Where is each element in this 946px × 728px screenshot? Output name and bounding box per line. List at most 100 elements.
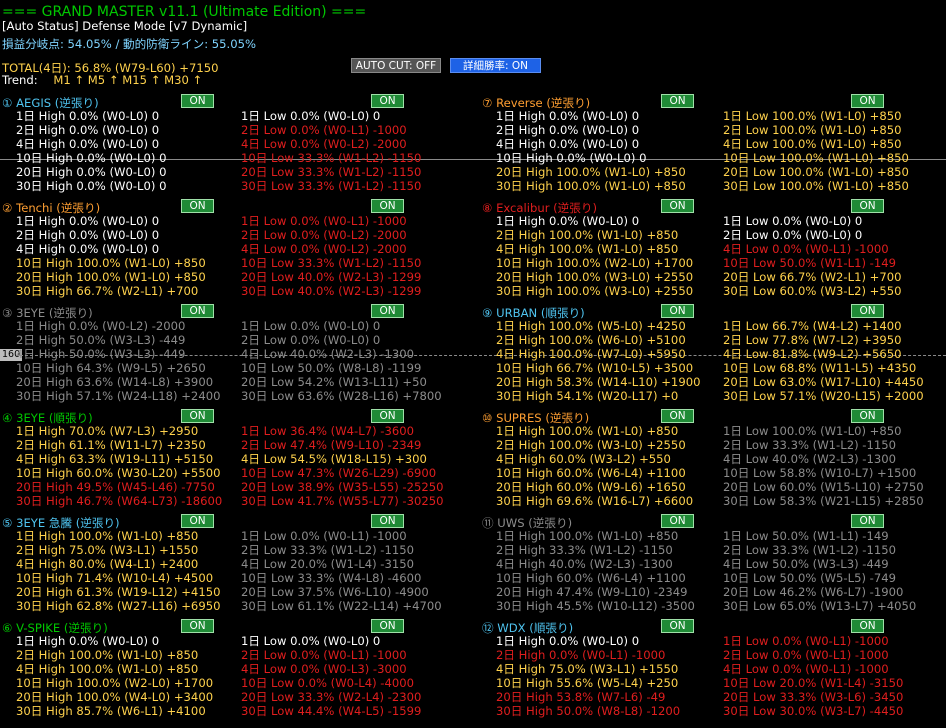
high-stat-row: 30日 High 54.1% (W20-L17) +0: [496, 389, 679, 403]
low-stat-row: 20日 Low 40.0% (W2-L3) -1299: [241, 270, 422, 284]
high-stat-row: 1日 High 0.0% (W0-L0) 0: [496, 214, 640, 228]
low-stat-row: 2日 Low 100.0% (W1-L0) +850: [723, 123, 902, 137]
low-stat-row: 1日 Low 100.0% (W1-L0) +850: [723, 424, 902, 438]
high-stat-row: 1日 High 0.0% (W0-L0) 0: [16, 214, 160, 228]
high-stat-row: 2日 High 0.0% (W0-L0) 0: [16, 123, 160, 137]
trend-row: Trend: M1 ↑ M5 ↑ M15 ↑ M30 ↑: [2, 73, 202, 87]
high-stat-row: 10日 High 60.0% (W30-L20) +5500: [16, 466, 221, 480]
high-stat-row: 4日 High 63.3% (W19-L11) +5150: [16, 452, 214, 466]
low-stat-row: 10日 Low 47.3% (W26-L29) -6900: [241, 466, 437, 480]
low-stat-row: 20日 Low 100.0% (W1-L0) +850: [723, 165, 909, 179]
low-stat-row: 2日 Low 33.3% (W1-L2) -1150: [241, 543, 414, 557]
high-stat-row: 30日 High 85.7% (W6-L1) +4100: [16, 704, 206, 718]
low-on-toggle[interactable]: ON: [851, 619, 884, 633]
low-stat-row: 4日 Low 54.5% (W18-L15) +300: [241, 452, 427, 466]
low-stat-row: 4日 Low 20.0% (W1-L4) -3150: [241, 557, 414, 571]
strategy-title: ⑥ V-SPIKE (逆張り): [2, 621, 108, 635]
high-stat-row: 30日 High 50.0% (W8-L8) -1200: [496, 704, 681, 718]
low-on-toggle[interactable]: ON: [851, 199, 884, 213]
high-stat-row: 10日 High 100.0% (W2-L0) +1700: [496, 256, 694, 270]
high-on-toggle[interactable]: ON: [181, 94, 214, 108]
low-on-toggle[interactable]: ON: [371, 199, 404, 213]
high-stat-row: 30日 High 0.0% (W0-L0) 0: [16, 179, 167, 193]
high-on-toggle[interactable]: ON: [661, 94, 694, 108]
detail-rate-button[interactable]: 詳細勝率: ON: [450, 58, 541, 73]
high-stat-row: 30日 High 66.7% (W2-L1) +700: [16, 284, 199, 298]
low-stat-row: 10日 Low 33.3% (W4-L8) -4600: [241, 571, 422, 585]
high-stat-row: 10日 High 0.0% (W0-L0) 0: [16, 151, 167, 165]
app-title: === GRAND MASTER v11.1 (Ultimate Edition…: [2, 4, 367, 20]
high-stat-row: 30日 High 69.6% (W16-L7) +6600: [496, 494, 694, 508]
high-stat-row: 4日 High 60.0% (W3-L2) +550: [496, 452, 671, 466]
total-summary: TOTAL(4日): 56.8% (W79-L60) +7150: [2, 61, 219, 75]
low-stat-row: 30日 Low 30.0% (W3-L7) -4450: [723, 704, 904, 718]
low-stat-row: 30日 Low 44.4% (W4-L5) -1599: [241, 704, 422, 718]
high-stat-row: 10日 High 0.0% (W0-L0) 0: [496, 151, 647, 165]
strategy-title: ⑧ Excalibur (逆張り): [482, 201, 597, 215]
high-stat-row: 20日 High 60.0% (W9-L6) +1650: [496, 480, 686, 494]
high-on-toggle[interactable]: ON: [181, 514, 214, 528]
high-on-toggle[interactable]: ON: [661, 409, 694, 423]
high-on-toggle[interactable]: ON: [181, 409, 214, 423]
high-on-toggle[interactable]: ON: [661, 514, 694, 528]
high-stat-row: 2日 High 100.0% (W1-L0) +850: [16, 648, 199, 662]
low-stat-row: 2日 Low 0.0% (W0-L1) -1000: [241, 648, 407, 662]
high-stat-row: 20日 High 0.0% (W0-L0) 0: [16, 165, 167, 179]
low-stat-row: 30日 Low 100.0% (W1-L0) +850: [723, 179, 909, 193]
high-stat-row: 4日 High 40.0% (W2-L3) -1300: [496, 557, 673, 571]
high-stat-row: 2日 High 0.0% (W0-L0) 0: [496, 123, 640, 137]
high-on-toggle[interactable]: ON: [661, 199, 694, 213]
high-stat-row: 1日 High 0.0% (W0-L0) 0: [496, 634, 640, 648]
high-stat-row: 2日 High 50.0% (W3-L3) -449: [16, 333, 186, 347]
high-stat-row: 1日 High 100.0% (W5-L0) +4250: [496, 319, 686, 333]
low-on-toggle[interactable]: ON: [371, 304, 404, 318]
low-on-toggle[interactable]: ON: [371, 94, 404, 108]
high-on-toggle[interactable]: ON: [181, 199, 214, 213]
high-on-toggle[interactable]: ON: [661, 619, 694, 633]
high-on-toggle[interactable]: ON: [181, 619, 214, 633]
auto-cut-button[interactable]: AUTO CUT: OFF: [351, 58, 441, 73]
low-stat-row: 1日 Low 66.7% (W4-L2) +1400: [723, 319, 902, 333]
low-stat-row: 10日 Low 33.3% (W1-L2) -1150: [241, 256, 422, 270]
high-stat-row: 20日 High 47.4% (W9-L10) -2349: [496, 585, 688, 599]
high-on-toggle[interactable]: ON: [181, 304, 214, 318]
low-stat-row: 20日 Low 33.3% (W2-L4) -2300: [241, 690, 422, 704]
high-stat-row: 4日 High 0.0% (W0-L0) 0: [496, 137, 640, 151]
low-stat-row: 20日 Low 33.3% (W1-L2) -1150: [241, 165, 422, 179]
high-stat-row: 30日 High 57.1% (W24-L18) +2400: [16, 389, 221, 403]
low-stat-row: 1日 Low 0.0% (W0-L0) 0: [723, 214, 863, 228]
low-stat-row: 10日 Low 68.8% (W11-L5) +4350: [723, 361, 917, 375]
high-stat-row: 20日 High 49.5% (W45-L46) -7750: [16, 480, 215, 494]
strategy-title: ⑪ UWS (逆張り): [482, 516, 573, 530]
low-stat-row: 1日 Low 0.0% (W0-L0) 0: [241, 634, 381, 648]
low-stat-row: 1日 Low 0.0% (W0-L0) 0: [241, 109, 381, 123]
low-stat-row: 1日 Low 36.4% (W4-L7) -3600: [241, 424, 414, 438]
low-stat-row: 4日 Low 0.0% (W0-L1) -1000: [723, 662, 889, 676]
high-stat-row: 10日 High 100.0% (W2-L0) +1700: [16, 676, 214, 690]
low-stat-row: 10日 Low 0.0% (W0-L4) -4000: [241, 676, 414, 690]
low-on-toggle[interactable]: ON: [851, 94, 884, 108]
high-on-toggle[interactable]: ON: [661, 304, 694, 318]
low-on-toggle[interactable]: ON: [851, 304, 884, 318]
high-stat-row: 1日 High 0.0% (W0-L0) 0: [496, 109, 640, 123]
low-on-toggle[interactable]: ON: [371, 619, 404, 633]
high-stat-row: 1日 High 0.0% (W0-L0) 0: [16, 634, 160, 648]
high-stat-row: 1日 High 100.0% (W1-L0) +850: [496, 424, 679, 438]
high-stat-row: 2日 High 100.0% (W6-L0) +5100: [496, 333, 686, 347]
price-line-dashed: [0, 355, 946, 356]
low-stat-row: 2日 Low 0.0% (W0-L2) -2000: [241, 228, 407, 242]
low-stat-row: 20日 Low 63.0% (W17-L10) +4450: [723, 375, 924, 389]
high-stat-row: 30日 High 62.8% (W27-L16) +6950: [16, 599, 221, 613]
high-stat-row: 4日 High 80.0% (W4-L1) +2400: [16, 557, 199, 571]
high-stat-row: 10日 High 66.7% (W10-L5) +3500: [496, 361, 694, 375]
high-stat-row: 20日 High 100.0% (W1-L0) +850: [496, 165, 686, 179]
low-on-toggle[interactable]: ON: [851, 409, 884, 423]
low-stat-row: 20日 Low 66.7% (W2-L1) +700: [723, 270, 902, 284]
high-stat-row: 1日 High 100.0% (W1-L0) +850: [16, 529, 199, 543]
low-on-toggle[interactable]: ON: [371, 409, 404, 423]
high-stat-row: 4日 High 0.0% (W0-L0) 0: [16, 242, 160, 256]
low-stat-row: 2日 Low 47.4% (W9-L10) -2349: [241, 438, 422, 452]
low-on-toggle[interactable]: ON: [851, 514, 884, 528]
low-on-toggle[interactable]: ON: [371, 514, 404, 528]
trend-label: Trend:: [2, 73, 38, 87]
